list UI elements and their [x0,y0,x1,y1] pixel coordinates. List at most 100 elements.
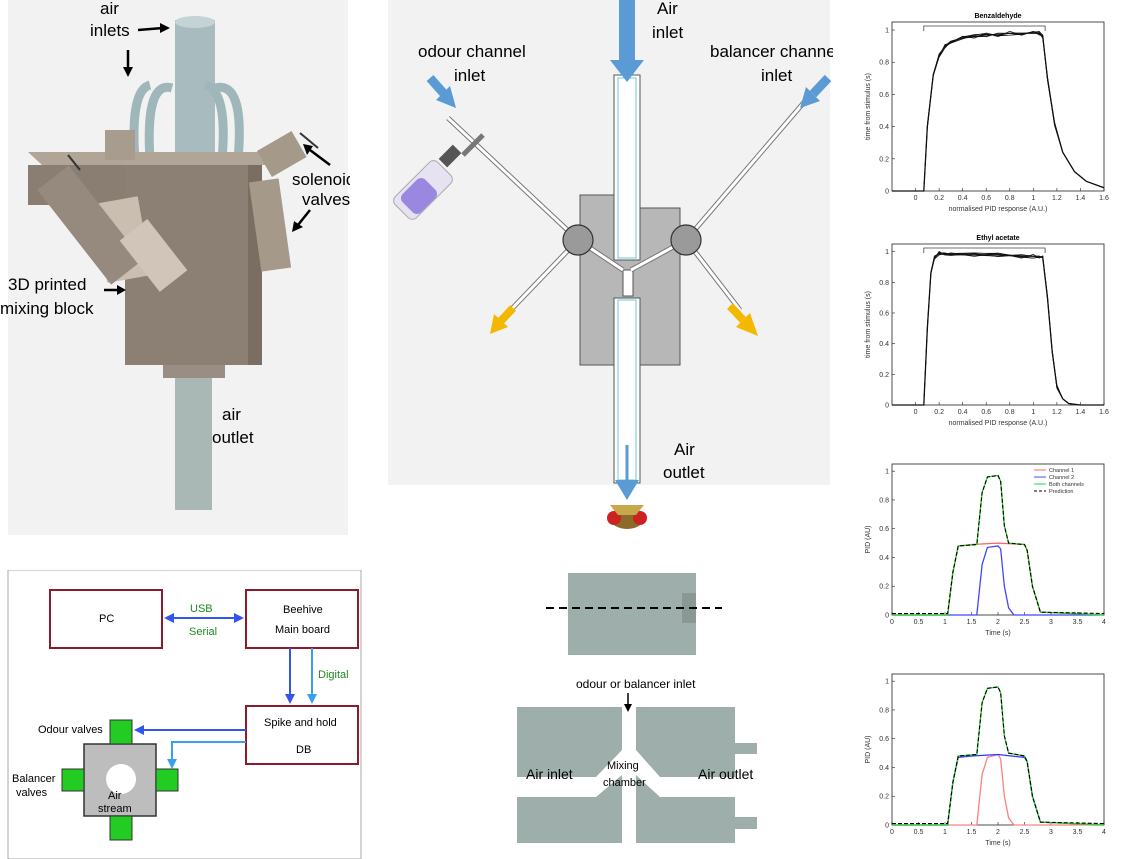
y-tick-label: 0.4 [879,341,889,348]
plot-area [891,463,1105,616]
x-tick-label: 2.5 [1020,829,1030,836]
beehive-box [245,589,359,649]
chart-pid-channels: 0 0.5 1 1.5 2 2.5 3 3.5 4 0 0.2 0.4 0.6 0.8 1 Time (s) P… [865,463,1106,637]
y-tick-label: 0.8 [879,707,889,714]
label-mixing-block: 3D printed [8,275,86,294]
x-tick-label: 2.5 [1020,619,1030,626]
odour-valves-label: Odour valves [38,724,103,736]
plot-area [891,21,1105,192]
label-mixing-chamber: chamber [603,777,646,789]
x-tick-label: 1 [943,829,947,836]
x-tick-label: 0.8 [1005,409,1015,416]
chart-pid-prediction: 0 0.5 1 1.5 2 2.5 3 3.5 4 0 0.2 0.4 0.6 0.8 1 Time (s) P… [865,673,1106,847]
label-air-inlet: inlet [652,23,683,42]
y-tick-label: 0.6 [879,526,889,533]
label-balancer-channel-inlet: inlet [761,66,792,85]
x-tick-label: 1.4 [1076,195,1086,202]
label-odour-channel-inlet: odour channel [418,42,526,61]
series-line-repeat [892,31,1105,192]
label-air-outlet: air [222,405,241,424]
stimulus-bar [923,25,1046,31]
x-tick-label: 0.4 [958,195,968,202]
label-balancer-channel-inlet: balancer channel [710,42,833,61]
label-air-outlet: Air [674,440,695,459]
series-line-3 [892,686,1105,825]
x-tick-label: 3 [1049,619,1053,626]
series-line-1 [892,545,1104,616]
y-tick-label: 0.2 [879,372,889,379]
y-tick-label: 0 [885,403,889,410]
spike-hold-label: DB [296,744,311,756]
x-tick-label: 0.5 [914,619,924,626]
stimulus-bar [923,247,1046,253]
x-tick-label: 0.4 [958,409,968,416]
x-tick-label: 1 [943,619,947,626]
y-tick-label: 0.6 [879,311,889,318]
x-tick-label: 2 [996,829,1000,836]
x-tick-label: 3.5 [1073,829,1083,836]
chart-ethyl-acetate: 0 0.2 0.4 0.6 0.8 1 1.2 1.4 1.6 0 0.2 0.4 0.6 0.8 1 Eth… [865,235,1109,427]
plot-area [891,243,1105,406]
y-tick-label: 0.2 [879,156,889,163]
y-tick-label: 0.4 [879,555,889,562]
digital-label: Digital [318,669,349,681]
label-mixing-chamber: Mixing [607,760,639,772]
pc-box [49,589,163,649]
y-axis-label: PID (AU) [865,736,872,764]
x-tick-label: 0 [890,829,894,836]
series-line-repeat [892,251,1104,406]
mixing-chamber-diagram: odour or balancer inlet Air inlet Mixing… [517,573,757,843]
x-axis-label: Time (s) [985,630,1010,637]
y-axis-label: time from stimulus (s) [865,73,872,140]
y-axis-label: time from stimulus (s) [865,291,872,358]
label-air-inlets: air [100,0,119,18]
y-tick-label: 0.2 [879,794,889,801]
y-tick-label: 0.6 [879,92,889,99]
beehive-label: Main board [275,624,330,636]
x-tick-label: 0.6 [981,195,991,202]
x-tick-label: 1.2 [1052,195,1062,202]
series-line-repeat [892,252,1104,406]
air-stream-label: Air [108,790,122,802]
spike-hold-box [245,705,359,765]
balancer-valves-label: Balancer [12,773,56,785]
x-tick-label: 0 [914,409,918,416]
label-mixing-block: mixing block [0,299,94,318]
y-tick-label: 1 [885,249,889,256]
y-tick-label: 1 [885,28,889,35]
airflow-schematic: odour channel inlet Air inlet balancer c… [388,0,833,529]
chart-benzaldehyde: 0 0.2 0.4 0.6 0.8 1 1.2 1.4 1.6 0 0.2 0.4 0.6 0.8 1 Ben… [865,13,1109,213]
x-tick-label: 0.2 [934,409,944,416]
x-tick-label: 0 [890,619,894,626]
y-tick-label: 0.8 [879,60,889,67]
series-line-0 [892,753,1104,826]
label-solenoid-valves: solenoid [292,170,350,189]
x-tick-label: 1 [1031,409,1035,416]
y-tick-label: 0.8 [879,497,889,504]
y-tick-label: 1 [885,469,889,476]
x-tick-label: 0.5 [914,829,924,836]
y-axis-label: PID (AU) [865,526,872,554]
label-air-inlet: Air [657,0,678,18]
x-tick-label: 1.5 [967,619,977,626]
x-tick-label: 4 [1102,619,1106,626]
x-tick-label: 2 [996,619,1000,626]
air-stream-label: stream [98,803,132,815]
x-axis-label: normalised PID response (A.U.) [949,420,1048,427]
x-tick-label: 1.5 [967,829,977,836]
x-axis-label: Time (s) [985,840,1010,847]
y-tick-label: 0.2 [879,584,889,591]
mixing-block-render: air inlets solenoid valves 3D printed mi… [0,0,350,535]
y-tick-label: 0.4 [879,765,889,772]
series-line-3 [892,474,1105,615]
x-tick-label: 0.2 [934,195,944,202]
y-tick-label: 0 [885,613,889,620]
legend-entry: Both channels [1049,482,1084,488]
label-air-outlet: Air outlet [698,766,753,782]
x-tick-label: 3 [1049,829,1053,836]
x-tick-label: 0.8 [1005,195,1015,202]
legend-entry: Channel 1 [1049,468,1074,474]
y-tick-label: 0.6 [879,736,889,743]
balancer-valves-label: valves [16,787,48,799]
plot-area [891,673,1105,826]
